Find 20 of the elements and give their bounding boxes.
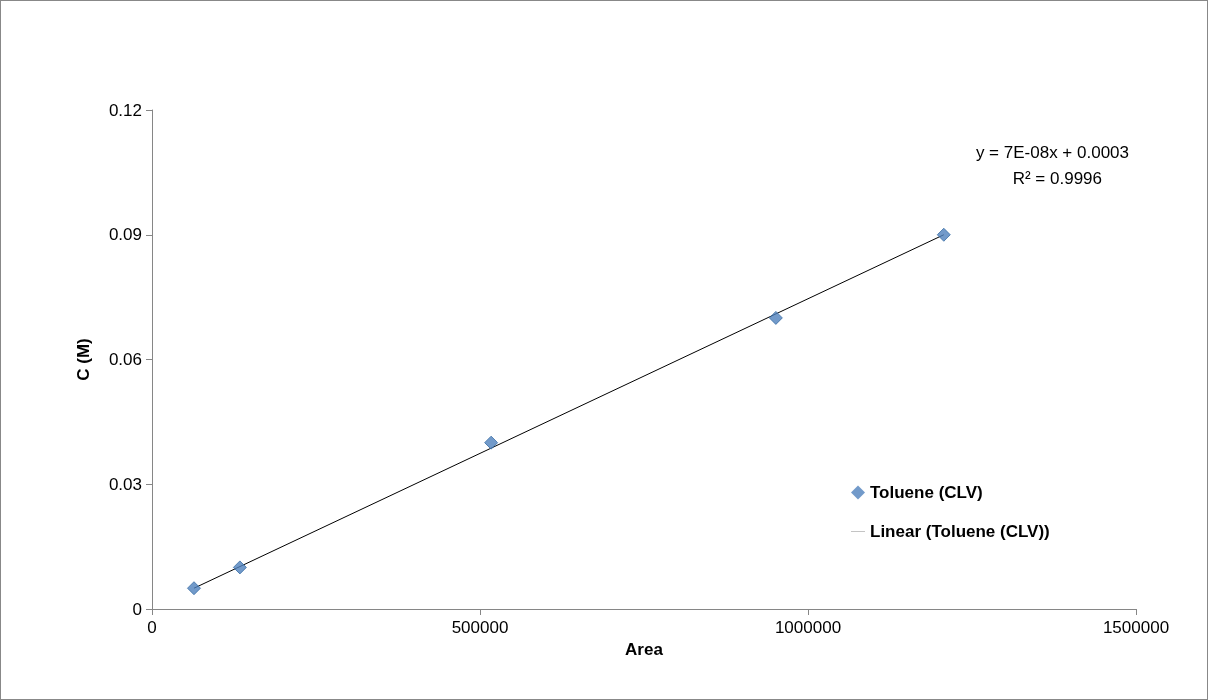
legend-label: Toluene (CLV) <box>870 483 983 502</box>
y-tick-label: 0.09 <box>108 225 142 245</box>
annotation: R² = 0.9996 <box>1012 169 1102 188</box>
x-tick-label: 1000000 <box>774 618 842 637</box>
y-tick-label: 0.06 <box>108 350 142 369</box>
point <box>232 560 247 575</box>
point <box>936 227 951 242</box>
point <box>768 310 783 325</box>
y-axis-title: C (M) <box>74 338 93 381</box>
annotation: y = 7E-08x + 0.0003 <box>975 143 1129 162</box>
legend-label: Linear (Toluene (CLV)) <box>870 522 1050 541</box>
x-tick-label: 500000 <box>451 618 509 637</box>
x-axis-title: Area <box>625 640 664 659</box>
point <box>484 435 499 450</box>
y-tick-label: 0.12 <box>108 100 142 120</box>
x-tick-label: 0 <box>147 618 157 637</box>
point <box>186 581 201 596</box>
x-tick-label: 1500000 <box>1102 618 1170 637</box>
y-tick-label: 0 <box>132 599 142 619</box>
y-tick-label: 0.03 <box>108 474 142 494</box>
